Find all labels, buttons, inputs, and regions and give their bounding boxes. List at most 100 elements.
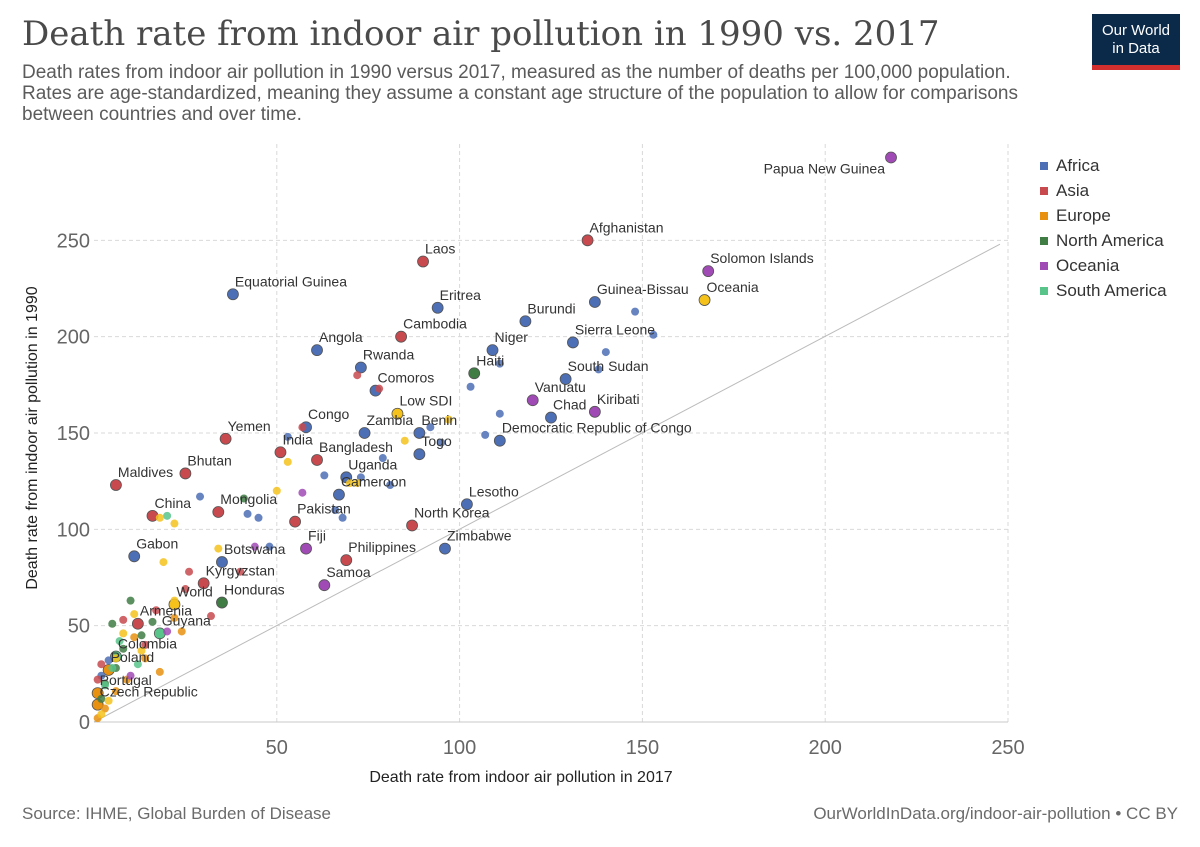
data-point[interactable] xyxy=(104,656,113,665)
data-point[interactable] xyxy=(250,542,259,551)
data-point[interactable] xyxy=(236,567,245,576)
legend-item-africa[interactable]: Africa xyxy=(1040,153,1167,178)
data-point-lesotho[interactable] xyxy=(461,498,473,511)
data-point-india[interactable] xyxy=(274,446,287,459)
data-point[interactable] xyxy=(111,654,120,663)
data-point[interactable] xyxy=(130,610,139,619)
data-point[interactable] xyxy=(320,471,329,480)
data-point-sierra-leone[interactable] xyxy=(567,336,579,349)
data-point-benin[interactable] xyxy=(413,427,426,439)
data-point-kyrgyzstan[interactable] xyxy=(197,577,210,590)
data-point[interactable] xyxy=(163,627,172,636)
data-point-democratic-republic-of-congo[interactable] xyxy=(493,434,506,447)
data-point[interactable] xyxy=(181,585,190,594)
data-point[interactable] xyxy=(159,558,168,567)
data-point[interactable] xyxy=(126,596,135,605)
data-point[interactable] xyxy=(133,660,142,669)
data-point[interactable] xyxy=(254,513,263,522)
data-point[interactable] xyxy=(283,457,292,466)
data-point[interactable] xyxy=(100,681,109,690)
data-point[interactable] xyxy=(378,454,387,463)
legend-item-north-america[interactable]: North America xyxy=(1040,228,1167,253)
attribution-link[interactable]: OurWorldInData.org/indoor-air-pollution … xyxy=(813,804,1178,823)
data-point-honduras[interactable] xyxy=(216,596,228,609)
data-point[interactable] xyxy=(239,494,248,503)
data-point[interactable] xyxy=(437,438,446,447)
data-point-niger[interactable] xyxy=(486,344,499,357)
data-point-kiribati[interactable] xyxy=(588,405,601,418)
data-point-papua-new-guinea[interactable] xyxy=(885,151,897,164)
data-point[interactable] xyxy=(170,519,179,528)
data-point[interactable] xyxy=(155,667,164,676)
data-point-eritrea[interactable] xyxy=(431,301,444,314)
data-point-pakistan[interactable] xyxy=(289,515,301,528)
data-point-equatorial-guinea[interactable] xyxy=(227,288,239,301)
data-point[interactable] xyxy=(141,640,150,649)
data-point[interactable] xyxy=(426,423,435,432)
data-point[interactable] xyxy=(631,307,640,316)
data-point-low-sdi[interactable] xyxy=(391,407,404,420)
data-point[interactable] xyxy=(148,617,157,626)
data-point[interactable] xyxy=(137,646,146,655)
data-point[interactable] xyxy=(345,479,354,488)
data-point[interactable] xyxy=(126,671,135,680)
data-point[interactable] xyxy=(111,687,120,696)
legend-item-asia[interactable]: Asia xyxy=(1040,178,1167,203)
data-point-vanuatu[interactable] xyxy=(526,394,539,407)
data-point-armenia[interactable] xyxy=(131,617,144,630)
data-point[interactable] xyxy=(119,629,128,638)
data-point[interactable] xyxy=(353,479,362,488)
data-point-north-korea[interactable] xyxy=(406,519,418,532)
data-point[interactable] xyxy=(108,664,117,673)
data-point-bhutan[interactable] xyxy=(179,467,192,480)
data-point-gabon[interactable] xyxy=(128,550,141,563)
data-point[interactable] xyxy=(338,513,347,522)
data-point[interactable] xyxy=(170,613,179,622)
data-point[interactable] xyxy=(375,384,384,393)
data-point-cameroon[interactable] xyxy=(333,488,345,501)
data-point-solomon-islands[interactable] xyxy=(702,265,715,278)
data-point-haiti[interactable] xyxy=(468,367,481,380)
data-point-yemen[interactable] xyxy=(219,432,232,445)
data-point[interactable] xyxy=(155,513,164,522)
data-point[interactable] xyxy=(601,348,610,357)
data-point-fiji[interactable] xyxy=(300,542,312,555)
data-point[interactable] xyxy=(400,436,409,445)
data-point[interactable] xyxy=(206,612,215,621)
data-point[interactable] xyxy=(272,486,281,495)
data-point[interactable] xyxy=(185,567,194,576)
data-point-afghanistan[interactable] xyxy=(581,234,594,247)
data-point[interactable] xyxy=(177,627,186,636)
data-point-chad[interactable] xyxy=(545,411,557,424)
data-point[interactable] xyxy=(283,432,292,441)
data-point-samoa[interactable] xyxy=(318,579,331,592)
data-point-togo[interactable] xyxy=(413,448,426,461)
data-point[interactable] xyxy=(163,511,172,520)
data-point[interactable] xyxy=(298,488,307,497)
data-point-angola[interactable] xyxy=(311,344,323,357)
data-point[interactable] xyxy=(243,509,252,518)
data-point[interactable] xyxy=(115,637,124,646)
data-point-oceania[interactable] xyxy=(698,294,711,306)
data-point-maldives[interactable] xyxy=(110,479,122,491)
data-point[interactable] xyxy=(481,430,490,439)
data-point[interactable] xyxy=(265,542,274,551)
data-point-rwanda[interactable] xyxy=(354,361,367,374)
data-point[interactable] xyxy=(130,633,139,642)
data-point[interactable] xyxy=(108,619,117,628)
data-point[interactable] xyxy=(353,371,362,380)
data-point-laos[interactable] xyxy=(417,255,429,268)
data-point[interactable] xyxy=(152,606,161,615)
data-point[interactable] xyxy=(97,694,106,703)
data-point[interactable] xyxy=(97,660,106,669)
data-point[interactable] xyxy=(649,330,658,339)
data-point[interactable] xyxy=(100,704,109,713)
data-point[interactable] xyxy=(170,596,179,605)
data-point-zimbabwe[interactable] xyxy=(439,542,451,555)
data-point[interactable] xyxy=(119,615,128,624)
data-point-botswana[interactable] xyxy=(216,556,228,568)
data-point-cambodia[interactable] xyxy=(395,330,408,343)
data-point[interactable] xyxy=(331,506,340,515)
data-point[interactable] xyxy=(356,473,365,482)
data-point[interactable] xyxy=(386,481,395,490)
